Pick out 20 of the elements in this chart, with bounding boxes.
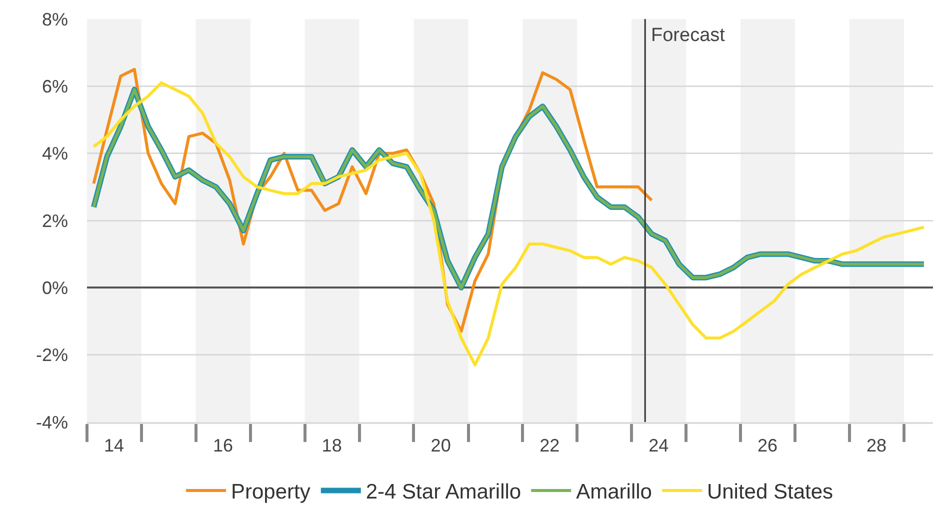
- y-tick-label: 4%: [42, 144, 68, 164]
- legend-label: United States: [706, 480, 834, 504]
- y-tick-label: -2%: [36, 345, 68, 366]
- y-tick-label: 6%: [42, 76, 68, 96]
- legend-label: Property: [231, 480, 311, 504]
- y-tick-label: 0%: [42, 278, 68, 298]
- x-tick-label: 28: [866, 436, 887, 456]
- x-tick-label: 14: [104, 436, 124, 456]
- legend-label: Amarillo: [576, 480, 652, 504]
- x-tick-label: 18: [322, 436, 342, 456]
- x-tick-label: 16: [212, 436, 233, 456]
- y-tick-label: 8%: [42, 9, 68, 30]
- y-tick-label: 2%: [42, 210, 68, 231]
- legend-label: 2-4 Star Amarillo: [366, 480, 522, 504]
- y-tick-label: -4%: [36, 412, 68, 432]
- x-tick-label: 22: [540, 436, 560, 456]
- ref-line-label: Forecast: [651, 25, 726, 46]
- x-tick-label: 20: [430, 436, 451, 456]
- x-tick-label: 24: [648, 436, 669, 456]
- x-tick-label: 26: [757, 436, 778, 456]
